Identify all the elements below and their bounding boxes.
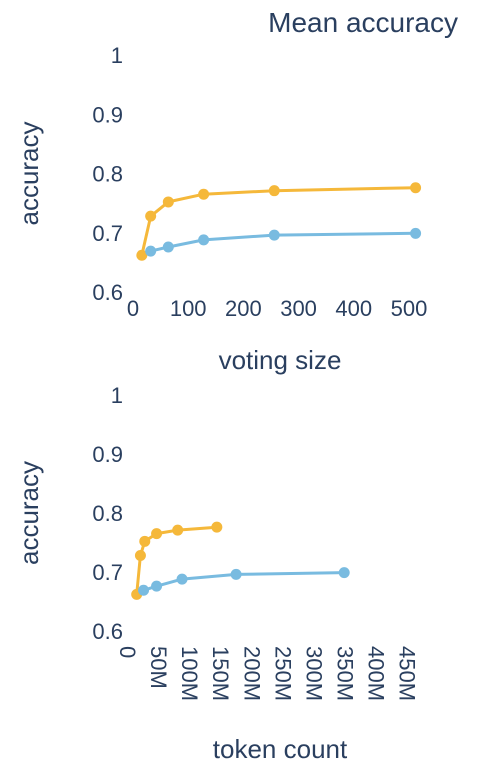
data-point[interactable] bbox=[338, 567, 350, 579]
y-tick-label: 0.9 bbox=[92, 102, 123, 127]
data-point[interactable] bbox=[134, 549, 146, 561]
series-line bbox=[149, 231, 418, 253]
plot-token-count: 0.6 0.7 0.8 0.9 1 0 50M 100M 150M 200M 250M 300M 350… bbox=[14, 383, 420, 764]
x-axis-title: voting size bbox=[219, 345, 342, 375]
x-tick-label: 500 bbox=[391, 296, 428, 321]
y-tick-label: 0.8 bbox=[92, 162, 123, 187]
y-tick-label: 0.7 bbox=[92, 221, 123, 246]
data-point[interactable] bbox=[162, 196, 174, 208]
data-point[interactable] bbox=[139, 535, 151, 547]
x-tick-label: 400 bbox=[335, 296, 372, 321]
chart-title: Mean accuracy bbox=[268, 7, 458, 38]
data-point[interactable] bbox=[138, 584, 150, 596]
x-axis-title: token count bbox=[213, 734, 348, 764]
data-point[interactable] bbox=[162, 241, 174, 253]
plot-voting-size: 0.6 0.7 0.8 0.9 1 0 100 200 300 400 500 voting size… bbox=[14, 43, 427, 375]
y-tick-label: 0.6 bbox=[92, 280, 123, 305]
y-axis-title: accuracy bbox=[14, 461, 44, 565]
x-tick-label: 350M bbox=[332, 646, 357, 701]
x-tick-label: 450M bbox=[395, 646, 420, 701]
data-point[interactable] bbox=[268, 229, 280, 241]
data-point[interactable] bbox=[410, 182, 422, 194]
series-line bbox=[140, 186, 418, 257]
x-tick-label: 0 bbox=[127, 296, 139, 321]
data-point[interactable] bbox=[136, 249, 148, 261]
x-tick-label: 300M bbox=[301, 646, 326, 701]
data-point[interactable] bbox=[145, 245, 157, 257]
y-tick-label: 1 bbox=[111, 43, 123, 68]
y-axis-title: accuracy bbox=[14, 121, 44, 225]
data-point[interactable] bbox=[151, 528, 163, 540]
data-point[interactable] bbox=[198, 234, 210, 246]
x-tick-label: 200M bbox=[239, 646, 264, 701]
y-tick-label: 0.6 bbox=[92, 619, 123, 644]
data-point[interactable] bbox=[151, 580, 163, 592]
x-tick-label: 150M bbox=[208, 646, 233, 701]
x-tick-label: 400M bbox=[364, 646, 389, 701]
x-tick-label: 100M bbox=[177, 646, 202, 701]
data-point[interactable] bbox=[410, 227, 422, 239]
data-point[interactable] bbox=[172, 524, 184, 536]
x-tick-label: 0 bbox=[115, 646, 140, 658]
y-tick-label: 0.9 bbox=[92, 442, 123, 467]
y-tick-label: 1 bbox=[111, 383, 123, 408]
x-tick-label: 50M bbox=[146, 646, 171, 689]
x-tick-label: 250M bbox=[270, 646, 295, 701]
data-point[interactable] bbox=[198, 188, 210, 200]
data-point[interactable] bbox=[268, 185, 280, 197]
series-line bbox=[135, 525, 219, 596]
y-tick-label: 0.8 bbox=[92, 501, 123, 526]
x-tick-label: 300 bbox=[280, 296, 317, 321]
x-tick-label: 200 bbox=[225, 296, 262, 321]
y-tick-label: 0.7 bbox=[92, 560, 123, 585]
data-point[interactable] bbox=[230, 568, 242, 580]
x-tick-label: 100 bbox=[170, 296, 207, 321]
data-point[interactable] bbox=[211, 521, 223, 533]
series-line bbox=[142, 571, 346, 592]
data-point[interactable] bbox=[145, 210, 157, 222]
data-point[interactable] bbox=[176, 573, 188, 585]
